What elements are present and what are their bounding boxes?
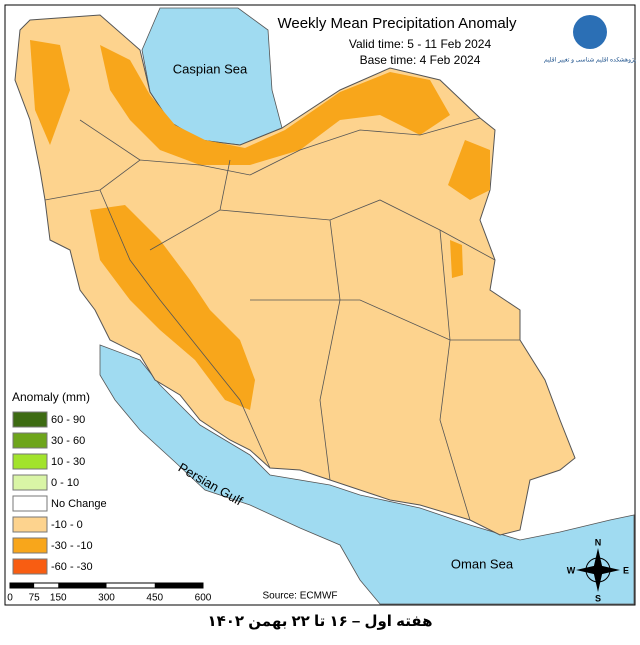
anomaly-northeast	[448, 140, 490, 200]
source: Source: ECMWF	[262, 591, 337, 602]
logo-text: پژوهشکده اقلیم شناسی و تغییر اقلیم	[544, 57, 636, 64]
legend-label: 60 - 90	[51, 414, 85, 426]
legend-label: 0 - 10	[51, 477, 79, 489]
persian-gulf-oman-sea	[99, 344, 635, 605]
compass-s: S	[595, 593, 601, 603]
scale-label: 0	[7, 593, 13, 604]
valid-time: Valid time: 5 - 11 Feb 2024	[349, 37, 492, 51]
legend: 60 - 90 30 - 60 10 - 30 0 - 10 No Change -10 …	[12, 411, 107, 575]
legend-swatch	[12, 411, 48, 428]
legend-swatch	[12, 558, 48, 575]
base-time: Base time: 4 Feb 2024	[360, 53, 481, 67]
legend-label: -60 - -30	[51, 561, 93, 573]
scale-label: 300	[98, 593, 115, 604]
legend-title: Anomaly (mm)	[12, 390, 90, 404]
scale-bar: 0 75 150 300 450 600	[7, 582, 212, 604]
scale-label: 600	[195, 593, 212, 604]
anomaly-north	[100, 45, 450, 165]
scale-label: 150	[50, 593, 67, 604]
compass: N S E W	[567, 537, 629, 603]
legend-label: No Change	[51, 498, 107, 510]
legend-label: 30 - 60	[51, 435, 85, 447]
province-borders	[44, 117, 520, 521]
caspian-label: Caspian Sea	[173, 61, 248, 76]
scale-segment	[58, 583, 107, 588]
scale-label: 450	[146, 593, 163, 604]
compass-n: N	[595, 537, 602, 547]
scale-label: 75	[29, 593, 41, 604]
legend-swatch	[12, 474, 48, 491]
legend-label: -10 - 0	[51, 519, 83, 531]
logo	[573, 15, 607, 49]
legend-swatch	[12, 495, 48, 512]
legend-swatch	[12, 432, 48, 449]
oman-label: Oman Sea	[451, 556, 514, 571]
legend-label: -30 - -10	[51, 540, 93, 552]
title: Weekly Mean Precipitation Anomaly	[277, 15, 517, 32]
anomaly-east	[450, 240, 463, 278]
legend-swatch	[12, 453, 48, 470]
compass-w: W	[567, 565, 576, 575]
compass-e: E	[623, 565, 629, 575]
legend-swatch	[12, 537, 48, 554]
legend-swatch	[12, 516, 48, 533]
scale-segment	[10, 583, 35, 588]
caption: هفته اول – ۱۶ تا ۲۲ بهمن ۱۴۰۲	[207, 613, 432, 630]
anomaly-zagros	[90, 205, 255, 410]
legend-label: 10 - 30	[51, 456, 85, 468]
anomaly-northwest	[30, 40, 70, 145]
scale-segment	[154, 583, 203, 588]
